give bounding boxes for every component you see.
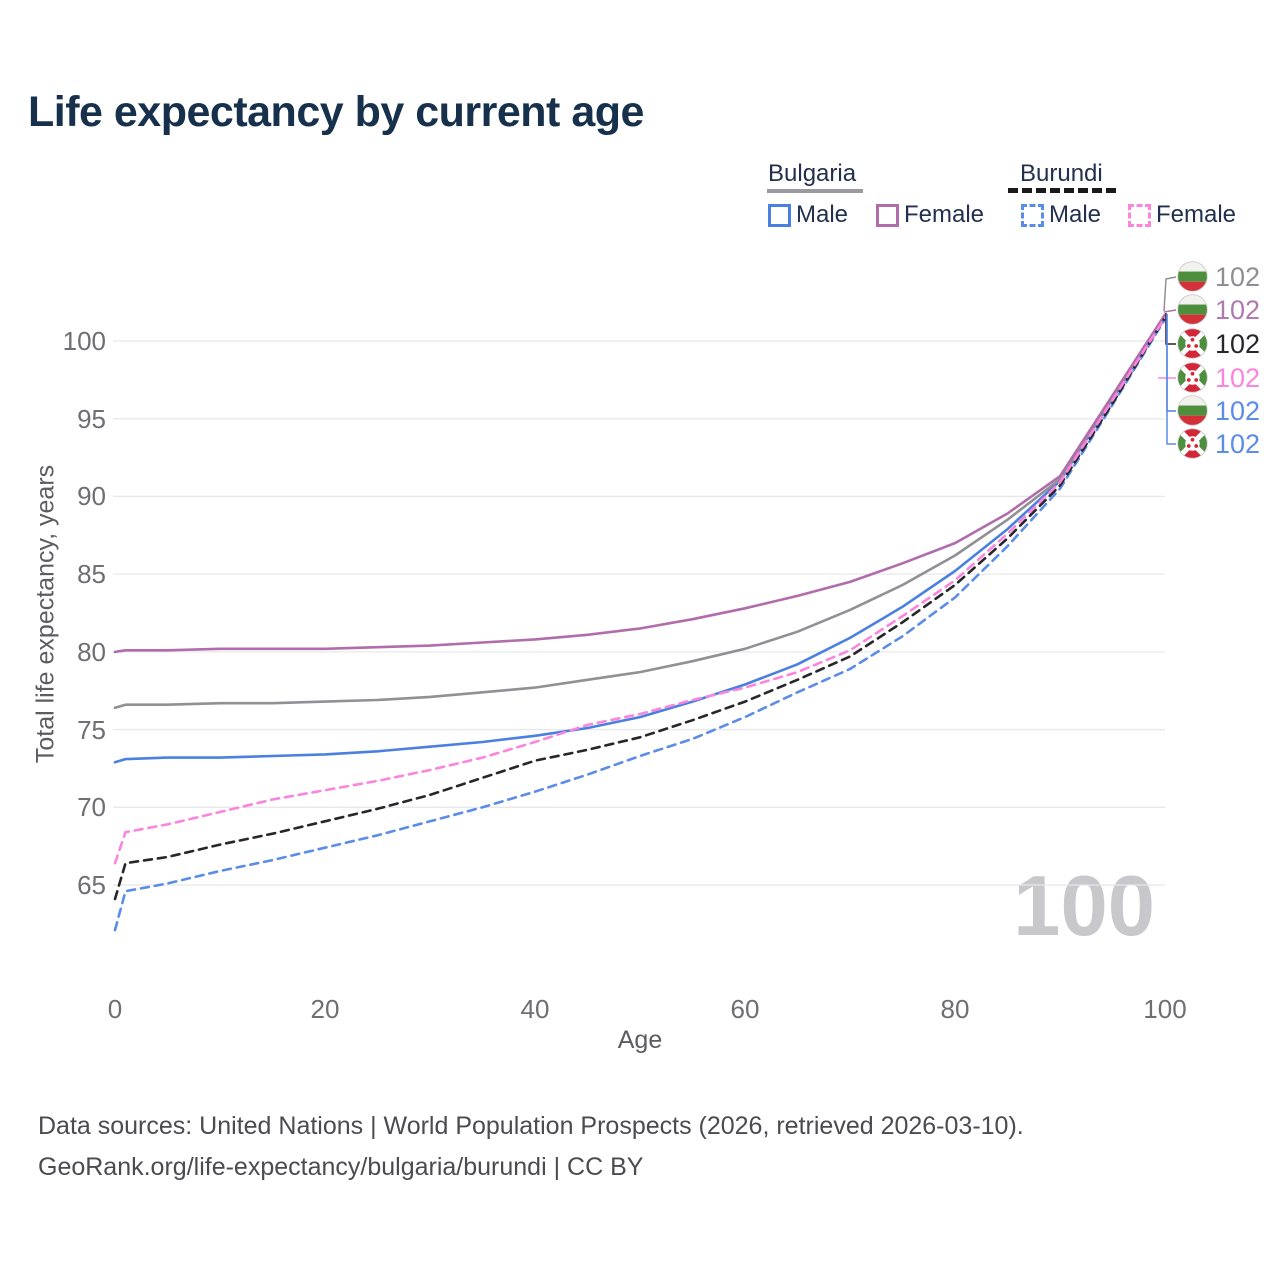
y-tick-85: 85 (77, 559, 106, 590)
x-tick-40: 40 (520, 994, 550, 1024)
end-label-bulgaria_male: 102 (1177, 395, 1260, 426)
series-line-bulgaria_male[interactable] (113, 314, 1167, 764)
legend-burundi-line-sample (1008, 188, 1116, 193)
burundi-flag-icon (1177, 328, 1208, 359)
y-tick-80: 80 (77, 636, 106, 667)
burundi-female-swatch-icon (1128, 203, 1151, 227)
burundi-flag-icon (1177, 362, 1208, 393)
y-tick-95: 95 (77, 403, 106, 434)
end-label-value: 102 (1215, 395, 1261, 426)
x-tick-0: 0 (107, 994, 123, 1024)
legend-item-bulgaria-female[interactable]: Female (876, 201, 984, 229)
x-tick-100: 100 (1143, 994, 1187, 1024)
legend-item-label: Female (1156, 201, 1237, 228)
hover-age-watermark: 100 (1013, 859, 1155, 954)
end-label-bulgaria_total: 102 (1177, 261, 1260, 292)
x-tick-80: 80 (940, 994, 970, 1024)
x-tick-20: 20 (310, 994, 340, 1024)
end-label-value: 102 (1215, 428, 1261, 459)
legend-item-bulgaria-male[interactable]: Male (768, 201, 848, 229)
legend-item-label: Male (796, 201, 849, 228)
x-tick-60: 60 (730, 994, 760, 1024)
footer-url[interactable]: GeoRank.org/life-expectancy/bulgaria/bur… (38, 1153, 644, 1181)
bulgaria-flag-icon (1177, 261, 1208, 292)
bulgaria-male-swatch-icon (768, 203, 791, 227)
legend-group-burundi-label[interactable]: Burundi (1020, 160, 1103, 187)
leader-line (1166, 314, 1176, 412)
y-tick-75: 75 (77, 714, 106, 745)
series-line-bulgaria_total[interactable] (113, 314, 1167, 710)
end-label-value: 102 (1215, 362, 1261, 393)
y-tick-100: 100 (62, 326, 106, 356)
legend-group-bulgaria-label[interactable]: Bulgaria (768, 160, 857, 187)
leader-line (1163, 276, 1177, 312)
series-line-burundi_female[interactable] (113, 316, 1167, 865)
footer-sources: Data sources: United Nations | World Pop… (38, 1112, 1024, 1140)
y-tick-70: 70 (77, 792, 106, 823)
end-label-burundi_total: 102 (1177, 328, 1260, 359)
x-axis-title: Age (617, 1026, 663, 1054)
legend-bulgaria-line-sample (767, 189, 863, 193)
leader-line (1165, 313, 1176, 345)
footer: Data sources: United Nations | World Pop… (38, 1106, 1024, 1188)
leader-line (1163, 309, 1177, 313)
bulgaria-flag-icon (1177, 294, 1208, 325)
leader-line (1166, 314, 1176, 445)
y-tick-65: 65 (77, 870, 106, 900)
end-label-value: 102 (1215, 261, 1261, 292)
burundi-male-swatch-icon (1021, 203, 1044, 227)
bulgaria-flag-icon (1177, 395, 1208, 426)
end-label-value: 102 (1215, 328, 1261, 359)
legend-item-burundi-male[interactable]: Male (1021, 201, 1101, 229)
end-label-burundi_male: 102 (1177, 428, 1260, 459)
series-line-bulgaria_female[interactable] (113, 313, 1167, 654)
end-label-bulgaria_female: 102 (1177, 294, 1260, 325)
series-line-burundi_male[interactable] (113, 317, 1167, 932)
series-line-burundi_total[interactable] (113, 316, 1167, 901)
legend-item-label: Female (904, 201, 985, 228)
y-tick-90: 90 (77, 481, 106, 512)
bulgaria-female-swatch-icon (876, 203, 899, 227)
burundi-flag-icon (1177, 428, 1208, 459)
legend-item-label: Male (1049, 201, 1102, 228)
page-title: Life expectancy by current age (28, 88, 644, 136)
end-label-value: 102 (1215, 294, 1261, 325)
end-label-burundi_female: 102 (1177, 362, 1260, 393)
legend-item-burundi-female[interactable]: Female (1128, 201, 1236, 229)
